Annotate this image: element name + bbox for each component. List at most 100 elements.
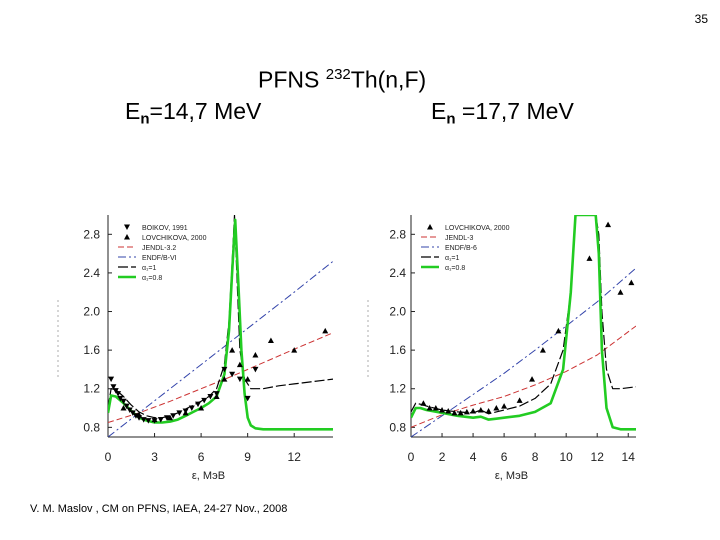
chart1-data-point [244, 376, 251, 382]
chart1-data-point [221, 376, 228, 382]
chart1-data-point [115, 391, 122, 397]
chart1-data-point [117, 395, 124, 402]
chart2-data-point [605, 221, 612, 228]
chart1-ytick-label: 0.8 [83, 420, 100, 434]
chart2-data-point [432, 405, 439, 411]
chart2-data-point [445, 407, 452, 414]
chart1-data-point [201, 397, 208, 404]
chart1-data-point [182, 409, 189, 416]
chart1-ytick-label: 2.0 [83, 305, 100, 319]
chart2-legend-label: ENDF/B-6 [445, 245, 477, 252]
title-reaction: Th(n,F) [350, 66, 427, 93]
chart2-legend-symbol [427, 224, 433, 230]
chart1-data-point [267, 337, 274, 343]
subtitle-left-main: E [125, 98, 141, 124]
chart2-ytick-label: 2.4 [389, 266, 406, 280]
chart2-ytick-label: 2.8 [389, 227, 406, 241]
chart1-data-point [236, 361, 243, 368]
chart1-xtick-label: 3 [151, 450, 158, 464]
subtitle-left-subscript: n [140, 110, 150, 128]
chart1-data-point [145, 418, 152, 424]
chart2-xtick-label: 12 [591, 450, 605, 464]
chart1-data-point [322, 327, 329, 334]
chart1-x-axis-label: ε, МэВ [192, 470, 225, 482]
chart2-xtick-label: 14 [622, 450, 636, 464]
chart1-data-point [151, 416, 158, 423]
chart1-legend-symbol [124, 224, 130, 230]
subtitle-left: En=14,7 MeV [125, 98, 261, 128]
footer-text: V. M. Maslov , CM on PFNS, IAEA, 24-27 N… [30, 503, 288, 515]
chart2-data-point [493, 405, 500, 411]
chart1-data-point [188, 405, 195, 412]
chart1-data-point [157, 417, 164, 423]
chart1-data-point [167, 414, 174, 421]
chart1-data-point [291, 347, 298, 353]
chart1-ytick-label: 1.2 [83, 382, 100, 396]
chart2-data-point [539, 347, 546, 353]
chart2-data-point [485, 407, 492, 414]
chart2-data-point [463, 408, 470, 415]
chart1-data-point [110, 384, 117, 390]
page-number: 35 [694, 12, 708, 26]
chart1-data-point [229, 371, 236, 378]
chart2-ytick-label: 1.2 [389, 382, 406, 396]
subtitle-left-value: =14,7 MeV [149, 98, 262, 124]
title-prefix: PFNS [258, 66, 326, 93]
subtitle-right: En =17,7 MeV [431, 98, 574, 128]
chart1-data-point [244, 395, 251, 402]
chart2-xtick-label: 4 [470, 450, 477, 464]
chart1-data-point [120, 405, 127, 411]
chart1-legend-label: ENDF/B-VI [142, 255, 177, 262]
chart1-data-point [229, 347, 236, 353]
chart2-legend-label: α₁=0.8 [445, 265, 465, 272]
chart2-data-point [501, 403, 508, 409]
chart1-xtick-label: 12 [288, 450, 302, 464]
chart1-legend-label: α₁=1 [142, 265, 156, 272]
chart2-data-point [470, 407, 477, 414]
chart1-data-point [136, 411, 143, 418]
chart1-data-point [140, 417, 147, 423]
subtitle-right-main: E [431, 98, 447, 124]
chart1-data-point [129, 410, 136, 416]
chart2-legend-label: α₁=1 [445, 255, 459, 262]
chart1-data-point [108, 376, 115, 383]
chart1-series-line [108, 260, 333, 437]
slide-title: PFNS 232Th(n,F) [258, 66, 426, 93]
chart2-data-point [586, 255, 593, 261]
chart2-xtick-label: 8 [532, 450, 539, 464]
chart2-data-point [451, 409, 458, 416]
chart1-legend-label: BOIKOV, 1991 [142, 225, 188, 232]
chart2-legend-label: LOVCHIKOVA, 2000 [445, 225, 510, 232]
chart2-series-line [411, 215, 636, 431]
chart2-data-point [529, 376, 536, 382]
chart1-ytick-label: 2.8 [83, 227, 100, 241]
chart1-ytick-label: 1.6 [83, 343, 100, 357]
chart1-data-point [123, 403, 130, 410]
chart1-data-point [198, 405, 205, 411]
chart1-legend-label: JENDL-3.2 [142, 245, 176, 252]
chart1-data-point [195, 401, 201, 408]
chart2-ytick-label: 1.6 [389, 343, 406, 357]
chart1-data-point [132, 413, 139, 419]
chart2-data-point [420, 400, 427, 406]
subtitle-right-value: =17,7 MeV [455, 98, 574, 124]
chart1-data-point [170, 413, 177, 419]
chart1-data-point [213, 393, 220, 399]
chart1-xtick-label: 9 [244, 450, 251, 464]
chart1-data-point [120, 398, 127, 405]
subtitle-right-subscript: n [446, 110, 456, 128]
chart1-data-point [252, 351, 259, 358]
chart1-data-point [163, 415, 170, 421]
chart2-data-point [516, 397, 523, 403]
chart2-xtick-label: 10 [559, 450, 573, 464]
chart2-data-point [628, 279, 635, 286]
chart2-data-point [477, 406, 484, 413]
chart1-legend-label: LOVCHIKOVA, 2000 [142, 235, 207, 242]
chart1-data-point [236, 376, 243, 383]
chart2-data-point [426, 405, 433, 411]
chart1-data-point [112, 388, 119, 394]
chart2-x-axis-label: ε, МэВ [495, 470, 528, 482]
chart1-legend-symbol [124, 234, 130, 240]
chart2-xtick-label: 6 [501, 450, 508, 464]
